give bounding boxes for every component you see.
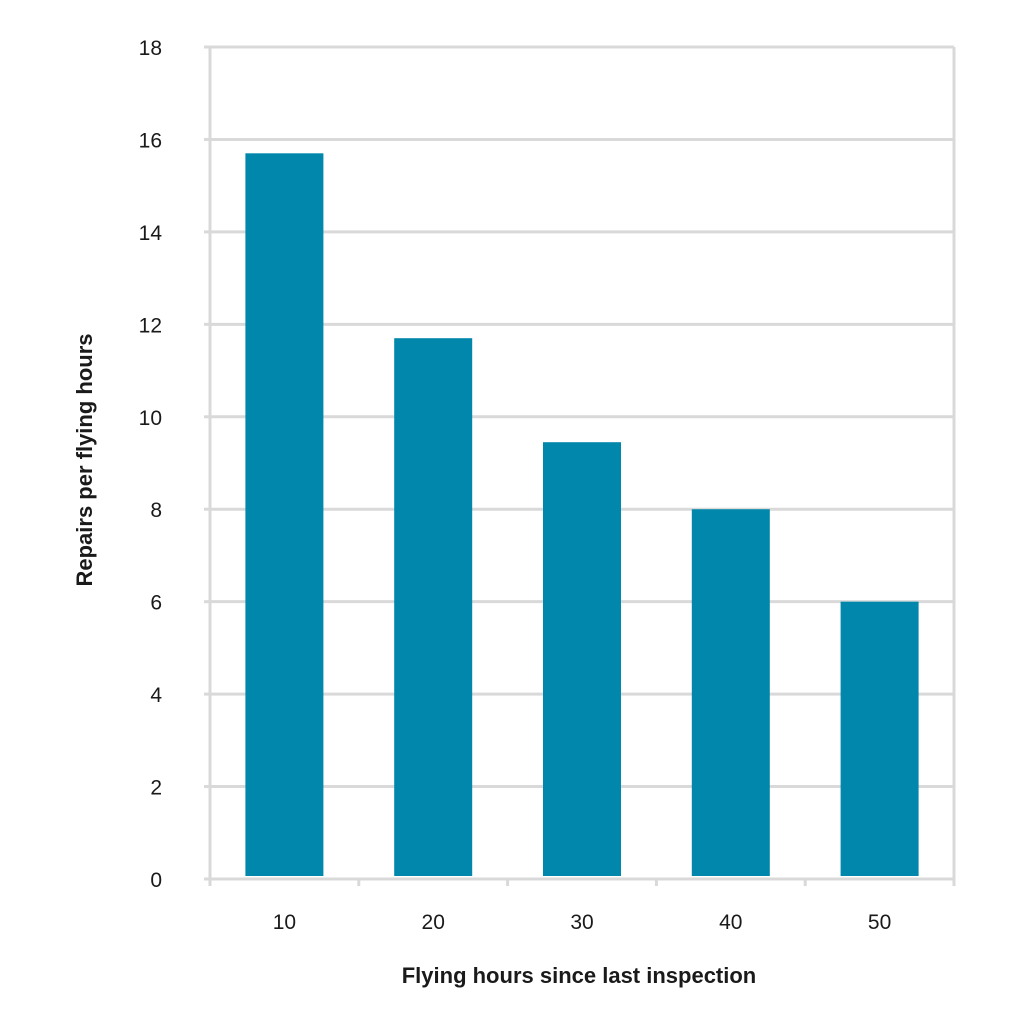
y-tick-label: 6 bbox=[150, 592, 162, 615]
bar-50 bbox=[840, 601, 919, 876]
bar-30 bbox=[543, 442, 621, 876]
y-tick-label: 4 bbox=[150, 684, 162, 707]
x-tick-label: 30 bbox=[570, 911, 593, 934]
x-tick-label: 40 bbox=[719, 911, 742, 934]
bar-40 bbox=[691, 509, 770, 876]
x-axis-title: Flying hours since last inspection bbox=[402, 963, 757, 988]
bar-10 bbox=[245, 153, 324, 877]
gridlines bbox=[210, 45, 956, 879]
y-tick-label: 18 bbox=[139, 37, 162, 60]
y-tick-label: 0 bbox=[150, 869, 162, 892]
y-axis-title: Repairs per flying hours bbox=[72, 333, 97, 586]
tick-labels: 0 2 4 6 8 10 12 14 16 18 10 20 30 40 50 bbox=[139, 37, 892, 934]
y-tick-label: 12 bbox=[139, 314, 162, 337]
axes bbox=[204, 45, 956, 886]
y-tick-label: 10 bbox=[139, 407, 162, 430]
y-tick-label: 2 bbox=[150, 777, 162, 800]
y-tick-label: 8 bbox=[150, 499, 162, 522]
bar-20 bbox=[394, 338, 473, 876]
y-tick-label: 16 bbox=[139, 129, 162, 152]
y-tick-label: 14 bbox=[139, 222, 163, 245]
x-tick-label: 50 bbox=[868, 911, 891, 934]
bars bbox=[245, 153, 919, 877]
x-tick-label: 20 bbox=[422, 911, 445, 934]
x-tick-label: 10 bbox=[273, 911, 296, 934]
